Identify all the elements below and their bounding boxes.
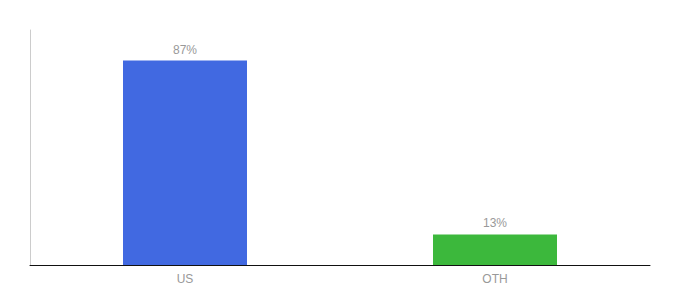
svg-text:87%: 87% (173, 43, 197, 57)
svg-text:OTH: OTH (482, 272, 507, 286)
svg-text:13%: 13% (483, 216, 507, 230)
svg-text:US: US (177, 272, 194, 286)
